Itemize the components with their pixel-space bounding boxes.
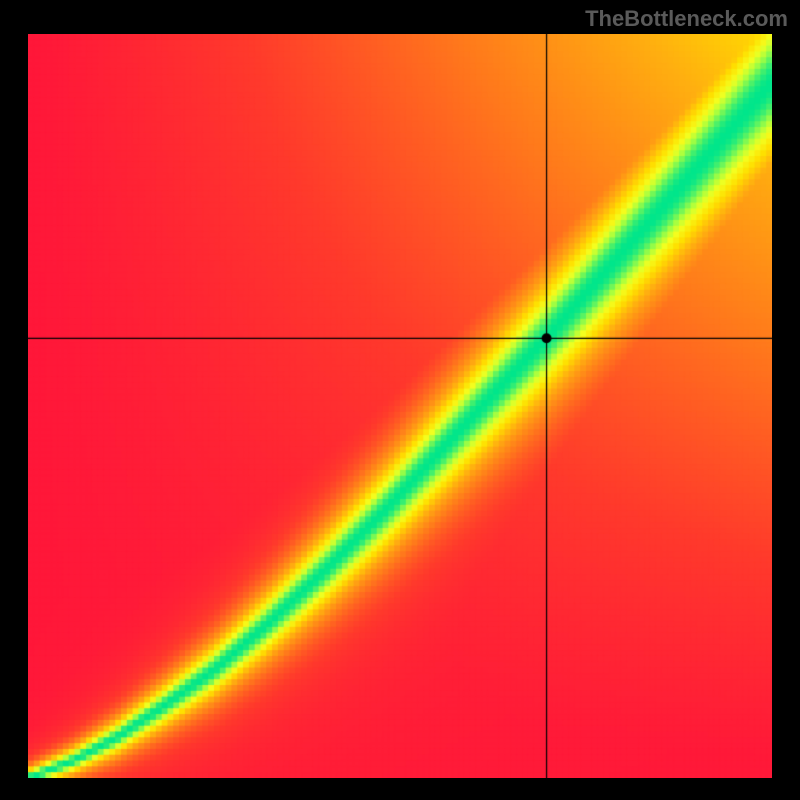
- heatmap-canvas: [28, 34, 772, 778]
- watermark-text: TheBottleneck.com: [585, 6, 788, 32]
- chart-container: TheBottleneck.com: [0, 0, 800, 800]
